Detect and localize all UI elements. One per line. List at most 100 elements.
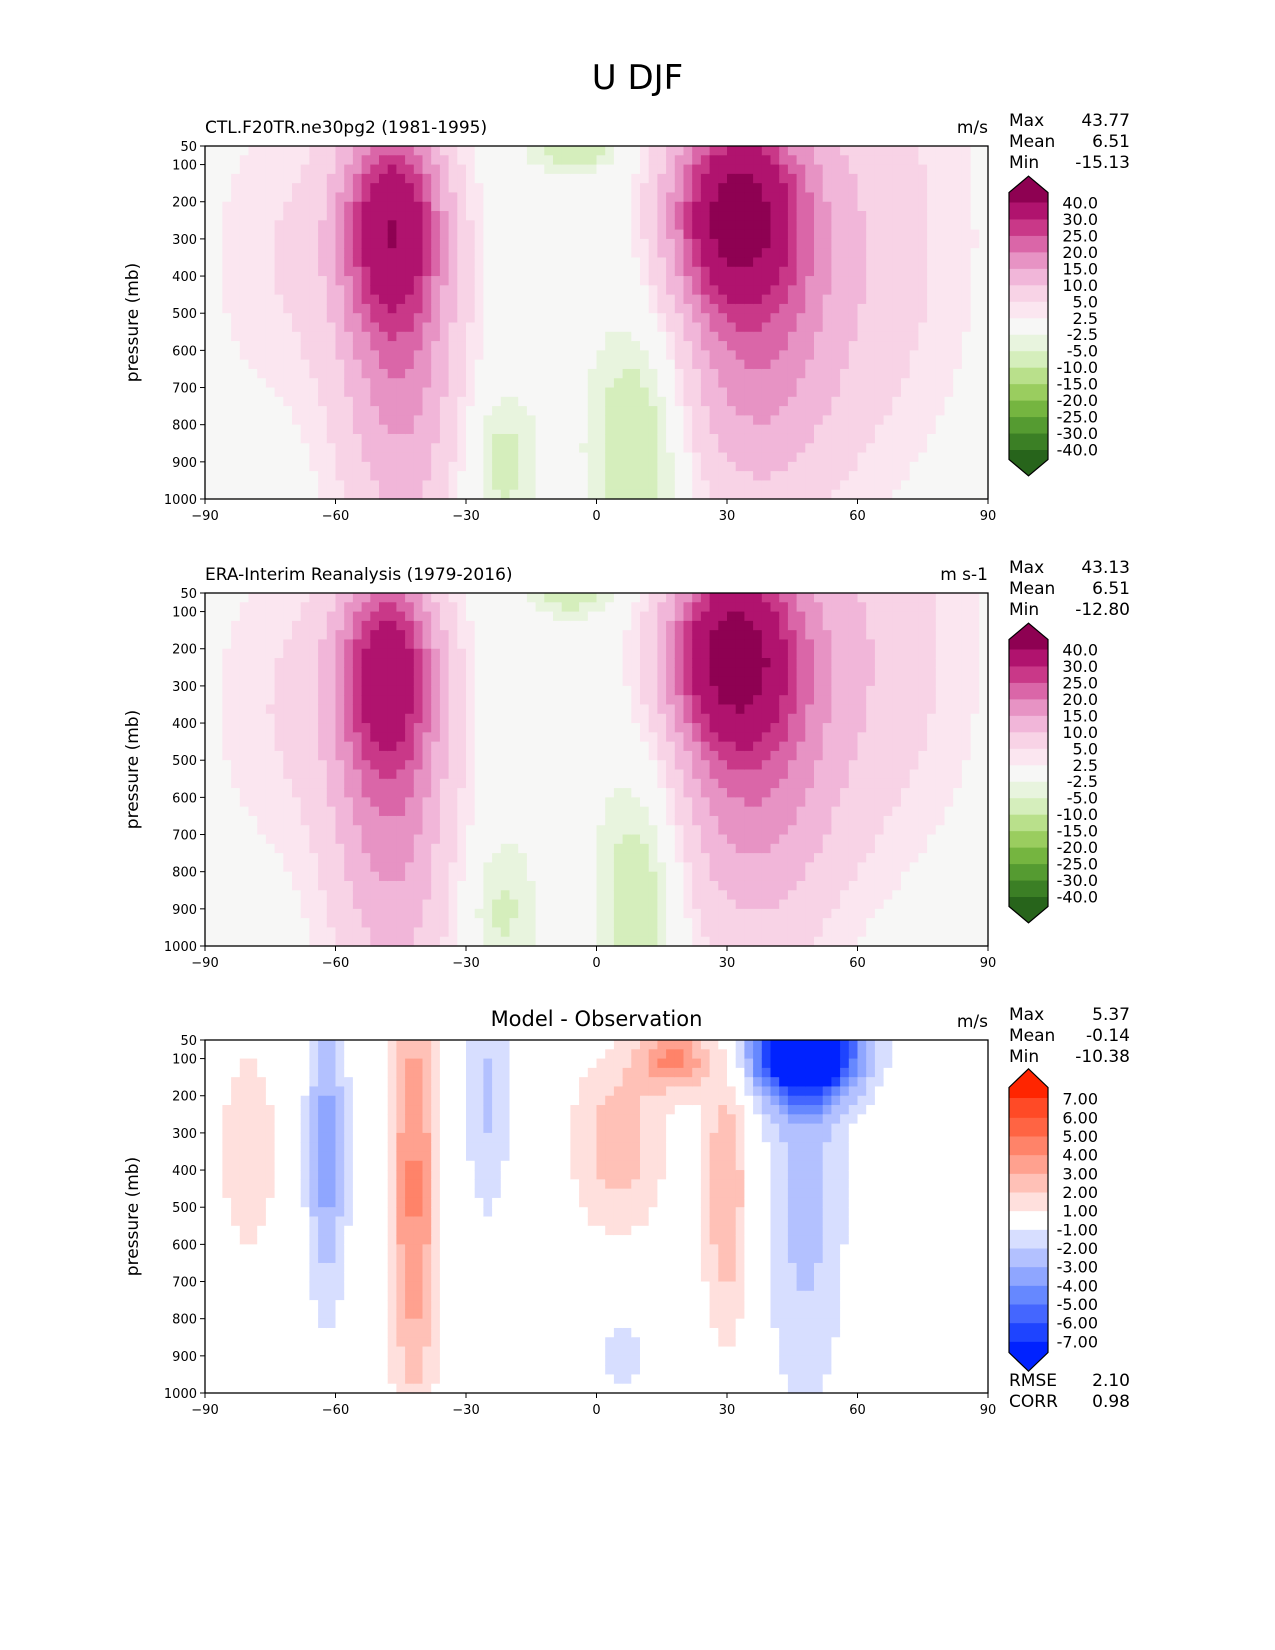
contour-cell — [318, 834, 328, 845]
contour-cell — [500, 433, 511, 444]
contour-cell — [379, 750, 389, 761]
contour-cell — [474, 593, 484, 603]
contour-cell — [213, 853, 223, 863]
contour-cell — [474, 266, 484, 277]
contour-cell — [379, 843, 389, 854]
contour-cell — [840, 331, 850, 342]
contour-cell — [483, 853, 493, 863]
contour-cell — [909, 341, 919, 351]
contour-cell — [666, 350, 676, 361]
contour-cell — [474, 815, 484, 826]
contour-cell — [248, 471, 258, 482]
contour-cell — [405, 443, 415, 454]
contour-cell — [909, 489, 919, 500]
contour-cell — [848, 433, 859, 444]
contour-cell — [335, 927, 345, 938]
contour-cell — [927, 387, 937, 398]
contour-cell — [370, 341, 380, 351]
contour-cell — [239, 862, 250, 873]
contour-cell — [979, 406, 989, 416]
contour-cell — [483, 471, 493, 482]
contour-cell — [787, 276, 798, 286]
contour-cell — [596, 452, 606, 463]
contour-cell — [605, 471, 615, 482]
contour-cell — [292, 303, 302, 314]
contour-cell — [492, 695, 502, 706]
contour-cell — [822, 229, 832, 240]
contour-cell — [483, 257, 493, 268]
contour-cell — [631, 322, 641, 333]
contour-cell — [439, 424, 450, 435]
contour-cell — [474, 704, 484, 715]
contour-cell — [596, 341, 606, 351]
contour-cell — [970, 424, 980, 435]
contour-cell — [205, 368, 215, 379]
contour-cell — [927, 257, 937, 268]
contour-cell — [248, 276, 258, 286]
contour-cell — [448, 303, 458, 314]
contour-cell — [796, 452, 806, 463]
contour-cell — [735, 406, 745, 416]
contour-cell — [770, 331, 780, 342]
contour-cell — [805, 368, 815, 379]
contour-cell — [596, 489, 606, 500]
contour-cell — [387, 285, 397, 296]
contour-cell — [622, 322, 632, 333]
contour-cell — [300, 211, 310, 221]
contour-cell — [239, 173, 250, 184]
contour-cell — [448, 620, 458, 631]
contour-cell — [840, 461, 850, 472]
contour-cell — [326, 303, 337, 314]
contour-cell — [431, 433, 441, 444]
contour-cell — [239, 192, 250, 203]
contour-cell — [222, 880, 232, 891]
contour-cell — [666, 461, 676, 472]
contour-cell — [848, 313, 859, 324]
contour-cell — [744, 443, 754, 454]
contour-cell — [657, 183, 667, 194]
contour-cell — [379, 769, 389, 780]
contour-cell — [526, 368, 537, 379]
contour-cell — [683, 294, 693, 305]
contour-cell — [796, 406, 806, 416]
contour-cell — [466, 238, 476, 249]
contour-cell — [753, 461, 763, 472]
contour-cell — [457, 611, 467, 622]
contour-cell — [309, 713, 319, 724]
contour-cell — [318, 183, 328, 194]
contour-cell — [640, 155, 650, 166]
contour-cell — [205, 322, 215, 333]
contour-cell — [265, 658, 276, 668]
contour-cell — [213, 424, 223, 435]
contour-cell — [483, 489, 493, 500]
contour-cell — [944, 461, 954, 472]
contour-cell — [570, 424, 580, 435]
contour-cell — [379, 368, 389, 379]
contour-cell — [326, 350, 337, 361]
contour-cell — [526, 815, 537, 826]
contour-cell — [492, 341, 502, 351]
contour-cell — [918, 461, 928, 472]
contour-cell — [483, 741, 493, 752]
contour-cell — [640, 350, 650, 361]
contour-cell — [857, 266, 867, 277]
contour-cell — [622, 368, 632, 379]
contour-cell — [840, 192, 850, 203]
contour-cell — [292, 936, 302, 947]
contour-cell — [796, 415, 806, 426]
contour-cell — [222, 602, 232, 613]
contour-cell — [666, 443, 676, 454]
contour-cell — [213, 899, 223, 910]
contour-cell — [526, 461, 537, 472]
contour-cell — [953, 211, 963, 221]
contour-cell — [509, 797, 519, 808]
contour-cell — [961, 359, 972, 370]
contour-cell — [413, 695, 424, 706]
contour-cell — [526, 266, 537, 277]
contour-cell — [570, 313, 580, 324]
contour-cell — [265, 927, 276, 938]
contour-cell — [718, 313, 728, 324]
contour-cell — [396, 667, 406, 678]
contour-cell — [561, 294, 571, 305]
contour-cell — [361, 685, 371, 696]
